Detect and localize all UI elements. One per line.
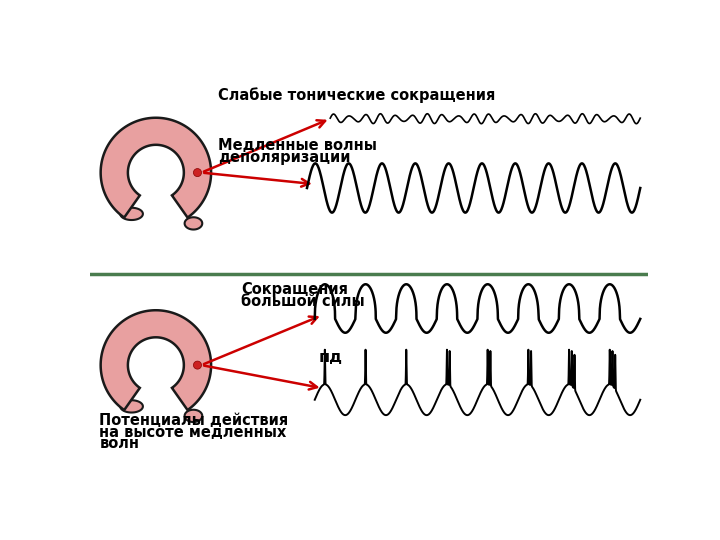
Text: на высоте медленных: на высоте медленных	[99, 424, 287, 440]
Polygon shape	[101, 310, 211, 410]
Text: большой силы: большой силы	[241, 294, 365, 309]
Polygon shape	[184, 410, 202, 422]
Text: Медленные волны: Медленные волны	[218, 138, 377, 153]
Circle shape	[194, 361, 202, 369]
Polygon shape	[120, 400, 143, 413]
Text: Сокращения: Сокращения	[241, 282, 348, 297]
Text: пд: пд	[319, 350, 343, 365]
Text: волн: волн	[99, 436, 139, 451]
Polygon shape	[101, 118, 211, 218]
Circle shape	[194, 168, 202, 177]
Polygon shape	[120, 208, 143, 220]
Text: Слабые тонические сокращения: Слабые тонические сокращения	[218, 87, 495, 104]
Text: Потенциалы действия: Потенциалы действия	[99, 413, 289, 428]
Polygon shape	[184, 217, 202, 230]
Text: деполяризации: деполяризации	[218, 150, 351, 165]
